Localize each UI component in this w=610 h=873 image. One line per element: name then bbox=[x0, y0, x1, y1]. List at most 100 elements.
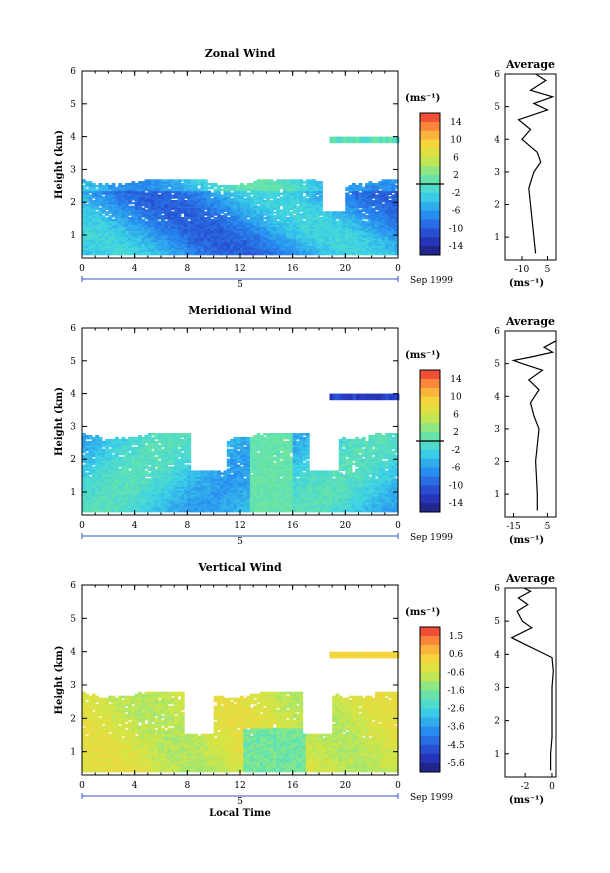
heatmap-cell bbox=[197, 239, 202, 243]
heatmap-cell bbox=[128, 235, 132, 239]
heatmap-cell bbox=[138, 488, 142, 491]
heatmap-cell bbox=[391, 186, 396, 190]
heatmap-cell bbox=[282, 220, 287, 224]
heatmap-cell bbox=[128, 213, 132, 216]
heatmap-cell bbox=[177, 454, 182, 458]
heatmap-cell bbox=[177, 450, 182, 454]
heatmap-cell bbox=[157, 488, 162, 491]
heatmap-cell bbox=[282, 186, 287, 190]
heatmap-cell bbox=[246, 235, 251, 239]
heatmap-cell bbox=[174, 239, 179, 243]
heatmap-cell bbox=[101, 186, 106, 190]
heatmap-cell bbox=[348, 209, 353, 212]
heatmap-cell bbox=[296, 183, 300, 186]
heatmap-cell bbox=[101, 460, 106, 464]
heatmap-cell bbox=[121, 503, 126, 507]
heatmap-cell bbox=[200, 241, 205, 244]
heatmap-cell bbox=[378, 213, 383, 216]
heatmap-cell bbox=[157, 492, 162, 495]
heatmap-cell bbox=[138, 203, 142, 207]
heatmap-cell bbox=[180, 239, 185, 243]
heatmap-cell bbox=[82, 492, 86, 495]
heatmap-cell bbox=[114, 201, 119, 205]
heatmap-cell bbox=[161, 470, 165, 473]
heatmap-cell bbox=[355, 241, 360, 244]
heatmap-cell bbox=[279, 220, 284, 224]
heatmap-cell bbox=[272, 243, 277, 246]
heatmap-cell bbox=[203, 207, 208, 211]
heatmap-cell bbox=[124, 492, 129, 495]
heatmap-cell bbox=[121, 217, 126, 220]
heatmap-cell bbox=[187, 470, 192, 473]
heatmap-cell bbox=[276, 181, 281, 184]
heatmap-cell bbox=[91, 232, 96, 235]
heatmap-cell bbox=[358, 198, 363, 201]
heatmap-cell bbox=[82, 464, 86, 468]
heatmap-cell bbox=[351, 243, 356, 246]
heatmap-cell bbox=[85, 460, 90, 464]
heatmap-cell bbox=[85, 241, 90, 244]
x-tick-label: 4 bbox=[132, 264, 138, 274]
heatmap-cell bbox=[101, 466, 106, 469]
heatmap-cell bbox=[197, 499, 202, 503]
heatmap-cell bbox=[358, 186, 363, 190]
heatmap-cell bbox=[101, 440, 106, 444]
heatmap-cell bbox=[240, 207, 244, 211]
heatmap-cell bbox=[177, 480, 182, 483]
heatmap-cell bbox=[184, 490, 188, 493]
heatmap-cell bbox=[128, 486, 132, 489]
heatmap-cell bbox=[161, 228, 165, 231]
heatmap-cell bbox=[296, 181, 300, 184]
heatmap-cell bbox=[154, 200, 159, 203]
heatmap-cell bbox=[170, 490, 175, 493]
heatmap-cell bbox=[394, 190, 399, 194]
heatmap-cell bbox=[345, 224, 350, 227]
heatmap-cell bbox=[286, 243, 290, 246]
heatmap-cell bbox=[369, 136, 373, 144]
heatmap-cell bbox=[121, 192, 126, 195]
heatmap-cell bbox=[246, 198, 251, 201]
heatmap-cell bbox=[217, 243, 221, 246]
heatmap-cell bbox=[375, 239, 379, 243]
heatmap-cell bbox=[105, 470, 109, 473]
heatmap-cell bbox=[226, 194, 231, 197]
heatmap-cell bbox=[118, 252, 123, 256]
heatmap-cell bbox=[184, 181, 188, 184]
heatmap-cell bbox=[101, 252, 106, 256]
heatmap-cell bbox=[292, 184, 297, 188]
heatmap-cell bbox=[226, 243, 231, 246]
heatmap-cell bbox=[144, 480, 149, 483]
heatmap-cell bbox=[394, 192, 399, 195]
heatmap-cell bbox=[105, 452, 109, 456]
heatmap-cell bbox=[256, 213, 261, 216]
heatmap-cell bbox=[141, 486, 146, 489]
heatmap-cell bbox=[240, 243, 244, 246]
heatmap-cell bbox=[312, 250, 317, 254]
heatmap-cell bbox=[134, 230, 139, 233]
heatmap-cell bbox=[375, 234, 379, 237]
heatmap-cell bbox=[111, 440, 116, 444]
heatmap-cell bbox=[315, 186, 320, 190]
heatmap-cell bbox=[164, 496, 169, 499]
heatmap-cell bbox=[95, 241, 100, 244]
heatmap-cell bbox=[154, 203, 159, 207]
heatmap-cell bbox=[108, 478, 113, 481]
heatmap-cell bbox=[121, 235, 126, 239]
heatmap-cell bbox=[193, 203, 198, 207]
heatmap-cell bbox=[253, 220, 258, 224]
heatmap-cell bbox=[312, 252, 317, 256]
heatmap-cell bbox=[105, 488, 109, 491]
heatmap-cell bbox=[138, 435, 142, 438]
heatmap-cell bbox=[240, 186, 244, 190]
heatmap-cell bbox=[286, 250, 290, 254]
heatmap-cell bbox=[289, 252, 294, 256]
heatmap-cell bbox=[200, 243, 205, 246]
heatmap-cell bbox=[266, 217, 271, 220]
heatmap-cell bbox=[180, 217, 185, 220]
heatmap-cell bbox=[167, 501, 172, 505]
heatmap-cell bbox=[111, 228, 116, 231]
heatmap-cell bbox=[105, 480, 109, 483]
heatmap-cell bbox=[111, 446, 116, 450]
heatmap-cell bbox=[95, 444, 100, 448]
heatmap-cell bbox=[161, 224, 165, 227]
